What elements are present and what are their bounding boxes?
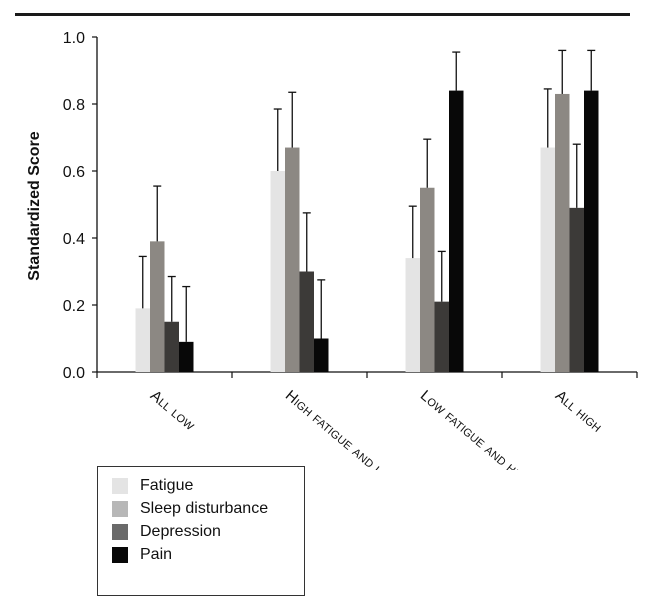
bar-sleep-disturbance (150, 241, 165, 372)
bar-sleep-disturbance (285, 147, 300, 372)
bar-pain (584, 90, 599, 372)
legend-swatch (112, 524, 128, 540)
y-tick-label: 0.6 (63, 164, 85, 181)
x-category-label: Low fatigue and high pain (417, 387, 559, 470)
bar-fatigue (405, 258, 420, 372)
legend-item: Depression (112, 521, 221, 543)
x-axis (96, 371, 638, 378)
bar-fatigue (135, 308, 150, 372)
x-category-label: All low (147, 387, 199, 434)
legend-label: Fatigue (140, 477, 194, 494)
legend-label: Sleep disturbance (140, 500, 269, 517)
legend-label: Depression (140, 523, 221, 540)
x-category-label: High fatigue and low pain (282, 387, 424, 470)
top-rule (15, 13, 630, 16)
legend-swatch (112, 547, 128, 563)
bar-pain (179, 341, 194, 372)
bar-depression (434, 301, 449, 372)
bar-depression (299, 271, 314, 372)
legend-item: Sleep disturbance (112, 498, 268, 520)
legend-swatch (112, 478, 128, 494)
y-axis-label: Standardized Score (26, 131, 43, 280)
bar-sleep-disturbance (555, 93, 570, 372)
bar-fatigue (270, 171, 285, 372)
legend-item: Pain (112, 544, 172, 566)
legend-label: Pain (140, 546, 173, 563)
y-tick-label: 0.2 (63, 298, 85, 315)
bar-chart: 0.0 0.2 0.4 0.6 0.8 1.0 All low High fatigue a… (26, 30, 638, 470)
bar-depression (569, 207, 584, 372)
y-tick-label: 0.8 (63, 97, 85, 114)
bar-sleep-disturbance (420, 187, 435, 372)
y-axis: 0.0 0.2 0.4 0.6 0.8 1.0 (63, 30, 98, 382)
bar-pain (449, 90, 464, 372)
legend: Fatigue Sleep disturbance Depression Pain (97, 466, 305, 596)
legend-swatch (112, 501, 128, 517)
error-bars (138, 49, 596, 342)
y-tick-label: 0.0 (63, 365, 85, 382)
y-tick-label: 1.0 (63, 30, 85, 47)
bars (135, 90, 599, 372)
legend-item: Fatigue (112, 475, 193, 497)
bar-pain (314, 338, 329, 372)
y-tick-label: 0.4 (63, 231, 85, 248)
bar-depression (164, 321, 179, 372)
bar-fatigue (540, 147, 555, 372)
x-category-label: All high (552, 387, 605, 436)
